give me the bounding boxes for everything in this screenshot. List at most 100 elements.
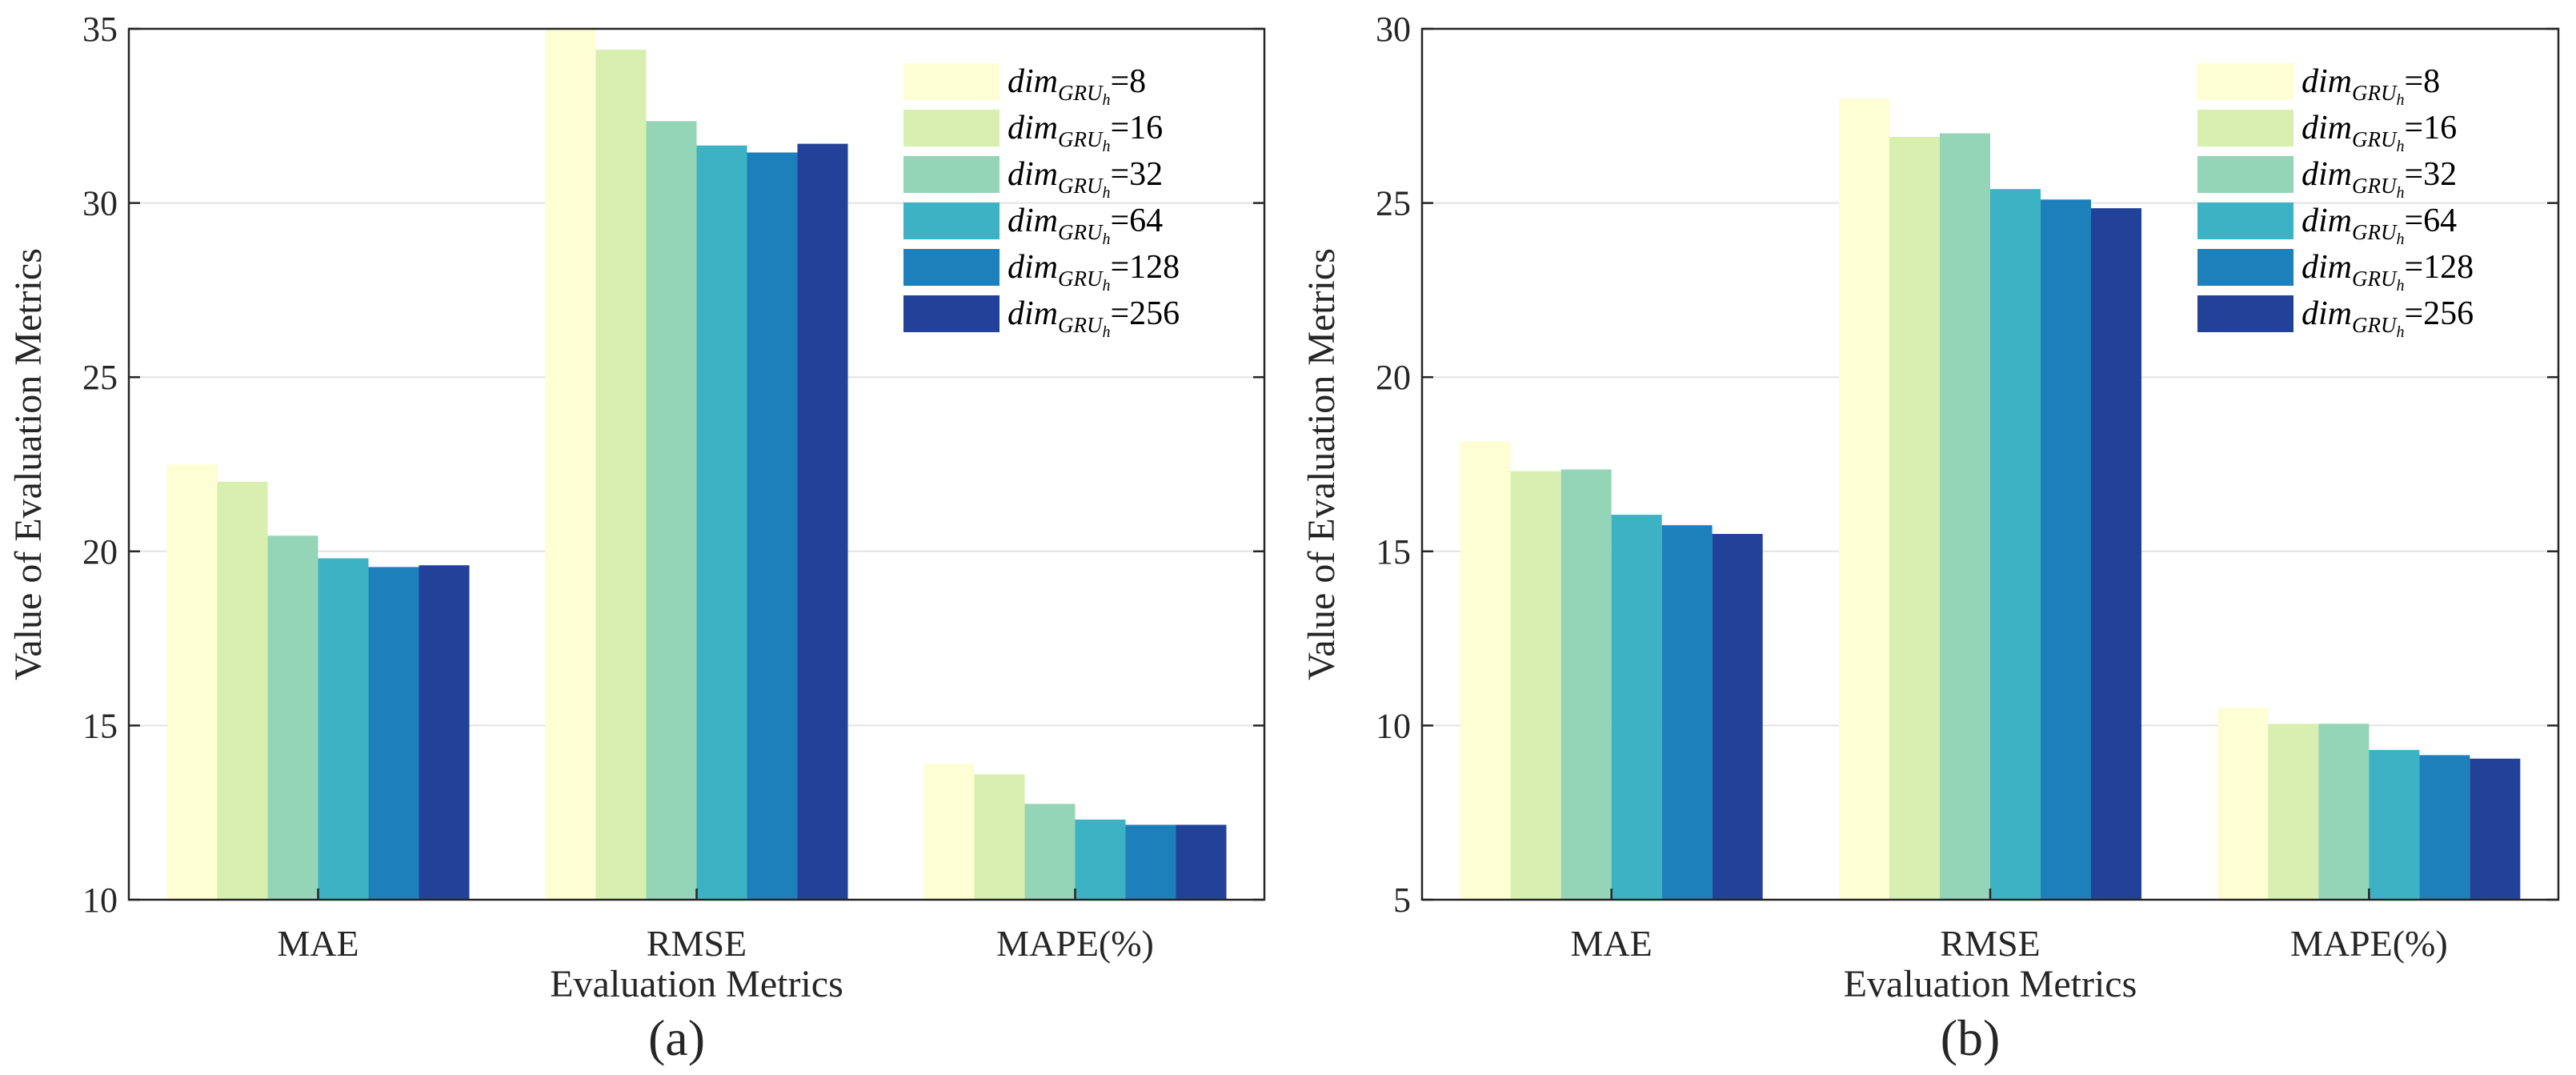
bar xyxy=(2217,708,2269,900)
legend-label-subsub: h xyxy=(2397,138,2405,155)
legend-label-prefix: dim xyxy=(1008,295,1058,332)
legend-label-value: =16 xyxy=(1111,110,1164,146)
bar xyxy=(747,152,798,901)
legend-label-sub: GRU xyxy=(1058,81,1104,105)
y-tick-label: 10 xyxy=(1376,706,1411,745)
bar xyxy=(595,50,647,900)
legend-label-prefix: dim xyxy=(2302,249,2352,286)
y-tick-label: 15 xyxy=(82,706,118,745)
bar xyxy=(2470,758,2521,900)
y-tick-label: 25 xyxy=(82,358,118,397)
y-tick-label: 20 xyxy=(1376,358,1411,397)
legend-label-prefix: dim xyxy=(2302,63,2352,100)
y-tick-label: 15 xyxy=(1376,532,1411,572)
legend-label-value: =8 xyxy=(2405,63,2441,100)
x-tick-label: RMSE xyxy=(1940,923,2040,964)
legend-label-value: =64 xyxy=(1111,203,1164,239)
chart-panel-b: 5 10 15 20 25 30 MAE RMSE MAPE(%) Evaluation Metr… xyxy=(1300,10,2560,1066)
bar xyxy=(217,481,268,900)
legend-label: dimGRUh=64 xyxy=(2302,203,2457,248)
legend-label-value: =32 xyxy=(2405,156,2458,193)
legend-swatch xyxy=(903,110,1000,146)
legend-swatch xyxy=(2197,295,2294,332)
panel-label: (a) xyxy=(648,1009,705,1066)
legend-label-prefix: dim xyxy=(1008,203,1058,239)
legend-label-sub: GRU xyxy=(1058,127,1104,151)
legend-label-value: =256 xyxy=(2405,295,2474,332)
legend-label-prefix: dim xyxy=(1008,63,1058,100)
legend-label-prefix: dim xyxy=(1008,156,1058,193)
bar xyxy=(974,774,1025,900)
legend-label-subsub: h xyxy=(1103,231,1111,248)
legend-label-subsub: h xyxy=(1103,277,1111,295)
bar xyxy=(2041,199,2091,901)
legend-label: dimGRUh=128 xyxy=(1008,249,1180,295)
bar xyxy=(1889,136,1940,901)
y-axis-label: Value of Evaluation Metrics xyxy=(1300,248,1343,680)
bar xyxy=(368,567,419,900)
legend-swatch xyxy=(2197,110,2294,146)
bar xyxy=(646,121,697,900)
legend-label-sub: GRU xyxy=(2352,127,2398,151)
y-axis-label: Value of Evaluation Metrics xyxy=(7,248,50,680)
legend-label-subsub: h xyxy=(1103,323,1111,341)
legend-label-value: =128 xyxy=(1111,249,1180,286)
legend-label-subsub: h xyxy=(2397,231,2405,248)
legend-label: dimGRUh=16 xyxy=(2302,110,2457,155)
bar xyxy=(2268,724,2319,900)
y-tick-label: 25 xyxy=(1376,184,1411,223)
bar xyxy=(267,535,318,900)
x-tick-label: MAPE(%) xyxy=(996,923,1154,964)
bar xyxy=(2091,208,2141,900)
legend-label-subsub: h xyxy=(1103,138,1111,155)
x-tick-label: RMSE xyxy=(647,923,747,964)
legend: dimGRUh=8dimGRUh=16dimGRUh=32dimGRUh=64d… xyxy=(2197,63,2474,341)
legend-label-sub: GRU xyxy=(2352,267,2398,291)
legend-label-value: =256 xyxy=(1111,295,1180,332)
legend-label: dimGRUh=128 xyxy=(2302,249,2474,295)
legend-swatch xyxy=(2197,249,2294,286)
legend-label-prefix: dim xyxy=(2302,295,2352,332)
legend-label-prefix: dim xyxy=(2302,110,2352,146)
bar xyxy=(166,464,218,900)
bar xyxy=(696,145,747,901)
legend-label: dimGRUh=8 xyxy=(1008,63,1146,109)
panel-label: (b) xyxy=(1941,1009,2001,1066)
legend-label-sub: GRU xyxy=(2352,174,2398,198)
legend-label-subsub: h xyxy=(1103,184,1111,202)
legend: dimGRUh=8dimGRUh=16dimGRUh=32dimGRUh=64d… xyxy=(903,63,1180,341)
bar xyxy=(1510,471,1561,900)
legend-label: dimGRUh=8 xyxy=(2302,63,2440,109)
bar xyxy=(545,29,596,900)
legend-label-value: =32 xyxy=(1111,156,1164,193)
bar xyxy=(1024,804,1076,900)
bar xyxy=(2318,724,2370,900)
legend-label-sub: GRU xyxy=(1058,313,1104,337)
y-tick-label: 10 xyxy=(82,880,118,920)
legend-label-sub: GRU xyxy=(2352,313,2398,337)
bar xyxy=(1839,98,1889,901)
legend-label-value: =8 xyxy=(1111,63,1147,100)
y-tick-label: 30 xyxy=(1376,10,1411,49)
legend-label-sub: GRU xyxy=(1058,267,1104,291)
bar xyxy=(1125,824,1176,900)
legend-label: dimGRUh=256 xyxy=(2302,295,2474,341)
bar xyxy=(2419,755,2470,900)
legend-label-subsub: h xyxy=(2397,91,2405,109)
bar xyxy=(1560,469,1612,900)
legend-label-sub: GRU xyxy=(1058,174,1104,198)
bar xyxy=(2369,749,2420,900)
y-tick-label: 20 xyxy=(82,532,118,572)
bar xyxy=(1712,534,1763,900)
bar xyxy=(419,565,470,900)
legend-label: dimGRUh=256 xyxy=(1008,295,1180,341)
legend-label-subsub: h xyxy=(2397,277,2405,295)
legend-label-prefix: dim xyxy=(2302,203,2352,239)
legend-label: dimGRUh=64 xyxy=(1008,203,1163,248)
bar xyxy=(1460,441,1511,900)
legend-swatch xyxy=(903,156,1000,193)
bar xyxy=(1990,189,2041,900)
legend-label-prefix: dim xyxy=(2302,156,2352,193)
x-tick-label: MAPE(%) xyxy=(2290,923,2448,964)
